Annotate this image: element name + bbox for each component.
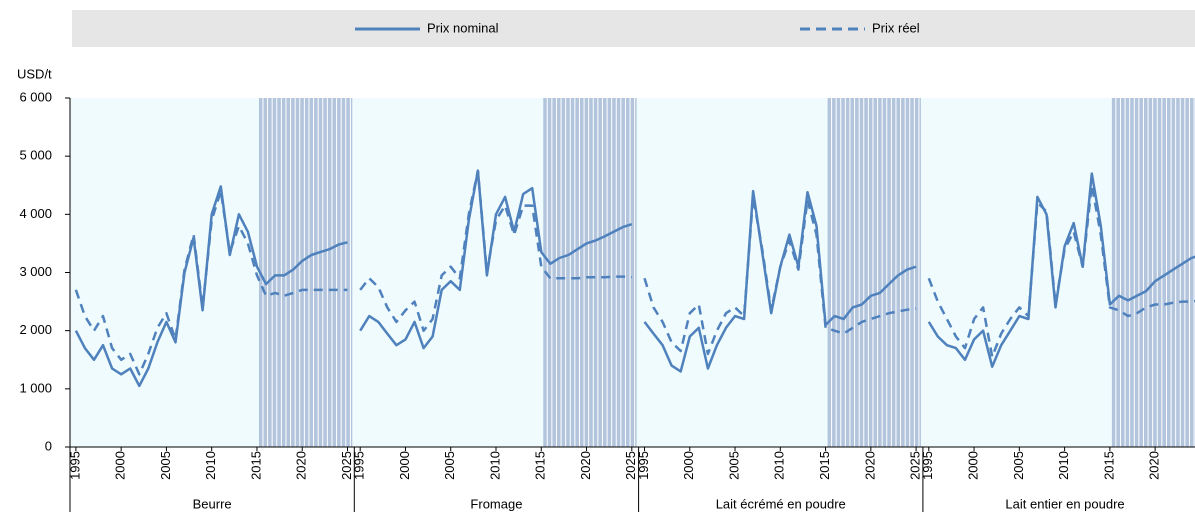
legend-label: Prix nominal [427, 20, 499, 35]
x-tick-label: 1995 [352, 451, 367, 480]
panel-title: Beurre [193, 496, 232, 511]
x-tick-label: 2025 [339, 451, 354, 480]
legend-label: Prix réel [872, 20, 920, 35]
x-tick-label: 2010 [772, 451, 787, 480]
series-line [74, 189, 348, 376]
series-line [643, 195, 917, 356]
y-tick-label: 6 000 [19, 89, 52, 104]
x-tick-label: 2010 [1056, 451, 1071, 480]
x-tick-label: 2025 [908, 451, 923, 480]
projection-band [827, 98, 921, 447]
x-tick-label: 2025 [1192, 451, 1195, 480]
panel-title: Fromage [470, 496, 522, 511]
y-tick-label: 1 000 [19, 380, 52, 395]
y-tick-label: 3 000 [19, 264, 52, 279]
x-tick-label: 2020 [1147, 451, 1162, 480]
x-tick-label: 2015 [248, 451, 263, 480]
projection-band [543, 98, 637, 447]
x-tick-label: 1995 [636, 451, 651, 480]
x-tick-label: 2000 [397, 451, 412, 480]
panel-title: Lait écrémé en poudre [716, 496, 846, 511]
x-tick-label: 1995 [920, 451, 935, 480]
y-tick-label: 0 [45, 438, 52, 453]
x-tick-label: 2005 [158, 451, 173, 480]
x-tick-label: 2020 [294, 451, 309, 480]
panel-title: Lait entier en poudre [1005, 496, 1124, 511]
x-tick-label: 2020 [578, 451, 593, 480]
y-tick-label: 4 000 [19, 206, 52, 221]
y-tick-label: 2 000 [19, 322, 52, 337]
x-tick-label: 2005 [726, 451, 741, 480]
x-tick-label: 2010 [487, 451, 502, 480]
series-line [927, 184, 1195, 359]
x-tick-label: 2010 [203, 451, 218, 480]
x-tick-label: 2005 [1011, 451, 1026, 480]
x-tick-label: 1995 [67, 451, 82, 480]
x-tick-label: 2015 [817, 451, 832, 480]
projection-band [258, 98, 353, 447]
x-tick-label: 2025 [623, 451, 638, 480]
y-tick-label: 5 000 [19, 148, 52, 163]
series-line [359, 169, 633, 350]
series-line [74, 185, 348, 388]
series-line [359, 169, 632, 332]
series-line [927, 172, 1195, 368]
x-tick-label: 2020 [862, 451, 877, 480]
x-tick-label: 2000 [113, 451, 128, 480]
x-tick-label: 2005 [442, 451, 457, 480]
x-tick-label: 2015 [533, 451, 548, 480]
x-tick-label: 2000 [681, 451, 696, 480]
legend-box [72, 10, 1195, 47]
x-tick-label: 2000 [965, 451, 980, 480]
y-axis-label: USD/t [17, 66, 52, 81]
x-tick-label: 2015 [1101, 451, 1116, 480]
projection-band [1111, 98, 1195, 447]
